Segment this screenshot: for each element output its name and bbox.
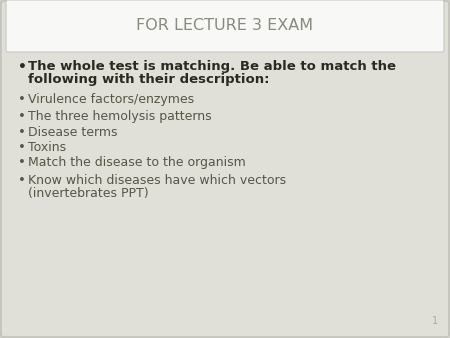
Text: •: • [18, 156, 26, 169]
Text: •: • [18, 141, 26, 154]
Text: •: • [18, 174, 26, 187]
Text: •: • [18, 110, 26, 123]
Text: Match the disease to the organism: Match the disease to the organism [28, 156, 246, 169]
Text: •: • [18, 93, 26, 106]
Text: Know which diseases have which vectors: Know which diseases have which vectors [28, 174, 286, 187]
Text: 1: 1 [432, 316, 438, 326]
Text: (invertebrates PPT): (invertebrates PPT) [28, 187, 148, 200]
Text: •: • [18, 126, 26, 139]
Text: Virulence factors/enzymes: Virulence factors/enzymes [28, 93, 194, 106]
Text: Toxins: Toxins [28, 141, 66, 154]
Text: FOR LECTURE 3 EXAM: FOR LECTURE 3 EXAM [136, 19, 314, 33]
Text: The whole test is matching. Be able to match the: The whole test is matching. Be able to m… [28, 60, 396, 73]
Text: Disease terms: Disease terms [28, 126, 117, 139]
Text: The three hemolysis patterns: The three hemolysis patterns [28, 110, 212, 123]
FancyBboxPatch shape [6, 0, 444, 52]
Text: •: • [18, 60, 27, 74]
Text: following with their description:: following with their description: [28, 73, 270, 86]
